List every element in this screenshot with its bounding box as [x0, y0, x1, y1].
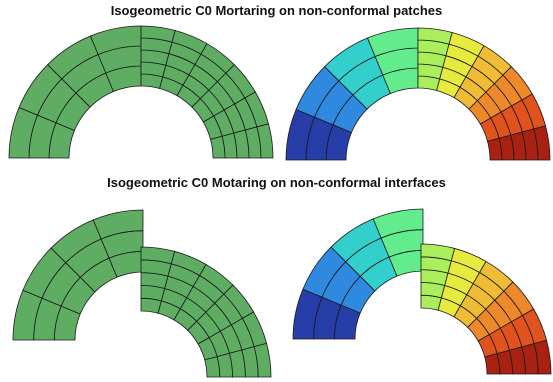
patch-left: [12, 209, 144, 341]
mesh-element: [372, 208, 424, 239]
panel-interfaces-solution: [292, 208, 552, 375]
mesh-element: [256, 123, 274, 159]
patch-right: [417, 27, 551, 161]
mesh-element: [533, 339, 552, 375]
mesh-element: [92, 209, 144, 240]
panel-patches-solution: [285, 27, 551, 161]
mesh-element: [533, 125, 551, 161]
patch-left: [285, 27, 419, 161]
mesh-element: [253, 342, 272, 378]
patch-right: [140, 246, 272, 378]
patch-right: [140, 25, 274, 159]
patch-left: [8, 25, 142, 159]
panel-interfaces-mesh: [12, 209, 272, 378]
patch-right: [420, 243, 552, 375]
panel-patches-mesh: [8, 25, 274, 159]
title-interfaces: Isogeometric C0 Motaring on non-conforma…: [107, 175, 446, 190]
title-patches: Isogeometric C0 Mortaring on non-conform…: [110, 3, 443, 18]
patch-left: [292, 208, 424, 340]
